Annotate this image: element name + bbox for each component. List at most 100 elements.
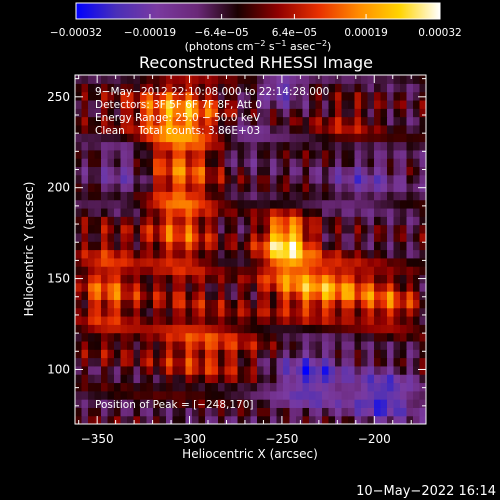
heatmap-cell	[270, 374, 278, 384]
heatmap-cell	[172, 75, 180, 84]
heatmap-cell	[107, 158, 115, 168]
heatmap-cell	[309, 415, 317, 424]
heatmap-cell	[367, 133, 375, 143]
heatmap-cell	[198, 199, 206, 209]
heatmap-cell	[354, 166, 362, 176]
heatmap-cell	[283, 324, 291, 334]
heatmap-cell	[354, 124, 362, 134]
heatmap-cell	[101, 149, 109, 159]
heatmap-cell	[107, 241, 115, 251]
heatmap-cell	[94, 141, 102, 151]
heatmap-cell	[296, 191, 304, 201]
heatmap-cell	[127, 382, 135, 392]
heatmap-cell	[387, 349, 395, 359]
heatmap-cell	[133, 199, 141, 209]
heatmap-cell	[380, 183, 388, 192]
heatmap-cell	[374, 282, 382, 292]
heatmap-cell	[257, 315, 265, 325]
heatmap-cell	[166, 399, 174, 408]
heatmap-cell	[309, 216, 317, 226]
heatmap-cell	[218, 349, 226, 359]
heatmap-cell	[296, 149, 304, 159]
heatmap-cell	[153, 340, 161, 350]
heatmap-cell	[328, 299, 336, 309]
heatmap-cell	[107, 191, 115, 201]
heatmap-cell	[114, 340, 122, 350]
heatmap-cell	[387, 249, 395, 259]
heatmap-cell	[224, 307, 232, 317]
heatmap-cell	[302, 390, 310, 400]
heatmap-cell	[198, 207, 206, 217]
heatmap-cell	[101, 108, 109, 118]
heatmap-cell	[257, 191, 265, 201]
heatmap-cell	[166, 224, 174, 234]
heatmap-cell	[315, 183, 323, 192]
heatmap-cell	[81, 291, 89, 300]
heatmap-cell	[146, 232, 154, 242]
heatmap-cell	[166, 174, 174, 184]
heatmap-cell	[205, 357, 213, 367]
heatmap-cell	[179, 75, 187, 84]
heatmap-cell	[380, 149, 388, 159]
heatmap-cell	[250, 390, 258, 400]
heatmap-cell	[322, 133, 330, 143]
heatmap-cell	[250, 357, 258, 367]
heatmap-cell	[413, 399, 421, 408]
heatmap-cell	[120, 282, 128, 292]
heatmap-cell	[133, 108, 141, 118]
heatmap-cell	[380, 374, 388, 384]
heatmap-cell	[179, 158, 187, 168]
heatmap-cell	[315, 282, 323, 292]
heatmap-cell	[348, 307, 356, 317]
heatmap-cell	[354, 390, 362, 400]
heatmap-cell	[237, 158, 245, 168]
heatmap-cell	[367, 207, 375, 217]
heatmap-cell	[205, 199, 213, 209]
heatmap-cell	[276, 174, 284, 184]
heatmap-cell	[419, 191, 426, 201]
heatmap-cell	[120, 83, 128, 93]
heatmap-cell	[335, 266, 343, 276]
heatmap-cell	[166, 232, 174, 242]
heatmap-cell	[146, 191, 154, 201]
heatmap-cell	[341, 108, 349, 118]
heatmap-cell	[224, 257, 232, 267]
heatmap-cell	[211, 365, 219, 375]
heatmap-cell	[198, 415, 206, 424]
heatmap-cell	[374, 374, 382, 384]
heatmap-cell	[328, 124, 336, 134]
heatmap-cell	[172, 216, 180, 226]
heatmap-cell	[283, 349, 291, 359]
heatmap-cell	[413, 216, 421, 226]
heatmap-cell	[257, 324, 265, 334]
heatmap-cell	[263, 183, 271, 192]
heatmap-cell	[276, 349, 284, 359]
heatmap-cell	[88, 166, 96, 176]
heatmap-cell	[101, 141, 109, 151]
heatmap-cell	[400, 365, 408, 375]
heatmap-cell	[244, 349, 252, 359]
heatmap-cell	[400, 183, 408, 192]
heatmap-cell	[146, 307, 154, 317]
heatmap-cell	[185, 365, 193, 375]
heatmap-cell	[361, 149, 369, 159]
heatmap-cell	[328, 83, 336, 93]
heatmap-cell	[335, 174, 343, 184]
heatmap-cell	[419, 166, 426, 176]
colorbar-tick-label: 6.4e−05	[272, 27, 317, 39]
heatmap-cell	[276, 108, 284, 118]
heatmap-cell	[270, 324, 278, 334]
heatmap-cell	[413, 382, 421, 392]
heatmap-cell	[166, 266, 174, 276]
heatmap-cell	[348, 415, 356, 424]
heatmap-cell	[400, 324, 408, 334]
heatmap-cell	[374, 199, 382, 209]
heatmap-cell	[88, 249, 96, 259]
heatmap-cell	[107, 307, 115, 317]
heatmap-cell	[114, 149, 122, 159]
heatmap-cell	[289, 274, 297, 284]
x-tick-label: −250	[265, 432, 298, 446]
heatmap-cell	[218, 357, 226, 367]
heatmap-cell	[140, 124, 148, 134]
heatmap-cell	[263, 83, 271, 93]
